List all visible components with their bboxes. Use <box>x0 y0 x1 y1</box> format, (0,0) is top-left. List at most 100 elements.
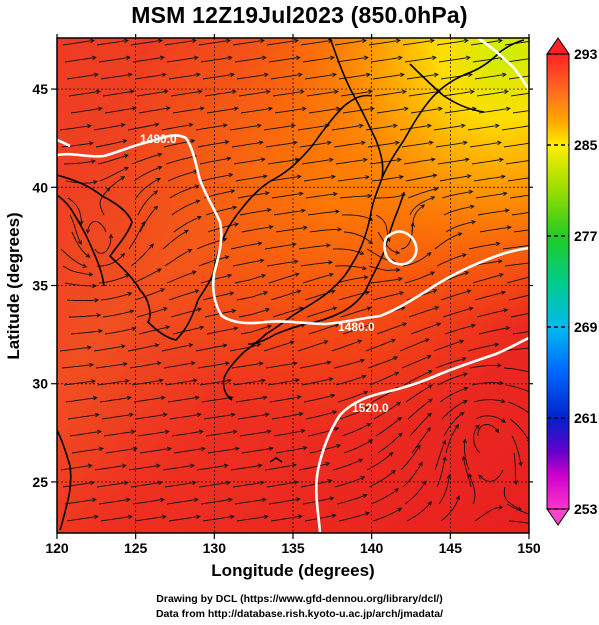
streamline-arrowhead <box>454 423 460 429</box>
streamline-arrowhead <box>191 480 197 486</box>
streamline-arrowhead <box>122 139 128 144</box>
map-title: MSM 12Z19Jul2023 (850.0hPa) <box>131 2 468 28</box>
streamline <box>99 396 131 403</box>
streamline <box>271 192 303 199</box>
streamline <box>67 414 99 420</box>
streamline <box>339 195 372 199</box>
streamline <box>510 92 529 97</box>
streamline <box>237 413 269 420</box>
streamline <box>511 212 529 216</box>
streamline-arrowhead <box>128 412 134 418</box>
streamline <box>407 398 433 420</box>
streamline <box>132 268 162 284</box>
streamline-arrowhead <box>478 474 483 480</box>
contour-label-1480-south: 1480.0 <box>338 320 375 334</box>
streamline-arrowhead <box>297 72 303 78</box>
streamline <box>508 294 529 301</box>
streamline-arrowhead <box>497 363 502 368</box>
streamline <box>161 344 193 352</box>
streamline <box>104 107 136 114</box>
streamline <box>402 462 423 488</box>
contour-label-1520: 1520.0 <box>352 401 389 415</box>
streamline <box>230 242 262 250</box>
streamline-arrowhead <box>188 343 194 348</box>
streamline <box>139 205 158 233</box>
streamline-arrowhead <box>96 429 102 435</box>
streamline <box>336 56 368 63</box>
streamline <box>476 90 508 97</box>
streamline-arrowhead <box>501 418 506 423</box>
streamline-arrowhead <box>332 410 338 415</box>
streamline <box>343 231 373 244</box>
streamline <box>367 141 399 148</box>
streamline <box>467 343 499 352</box>
streamline <box>507 401 529 414</box>
streamline-arrowhead <box>427 412 432 418</box>
streamline <box>100 73 132 80</box>
streamline <box>241 226 273 233</box>
streamline-arrowhead <box>504 208 510 213</box>
streamline <box>411 427 431 454</box>
streamline-arrowhead <box>289 340 295 345</box>
streamline-arrowhead <box>296 174 302 179</box>
streamline <box>273 429 305 437</box>
streamline-arrowhead <box>501 290 507 295</box>
streamline <box>297 340 328 352</box>
streamline-arrowhead <box>261 497 267 502</box>
streamline-arrowhead <box>363 55 369 61</box>
streamline-arrowhead <box>302 445 308 451</box>
streamline-arrowhead <box>93 72 99 78</box>
streamline-arrowhead <box>429 38 435 44</box>
streamline <box>62 481 94 488</box>
streamline <box>370 488 399 505</box>
streamline-arrowhead <box>326 360 332 365</box>
streamline-arrowhead <box>503 308 509 313</box>
streamline-arrowhead <box>259 38 265 44</box>
streamline <box>128 464 160 471</box>
streamline <box>370 56 402 63</box>
streamline <box>300 39 332 46</box>
streamline-arrowhead <box>332 306 338 311</box>
streamline-arrowhead <box>391 338 396 343</box>
streamline <box>94 464 126 471</box>
streamline-arrowhead <box>87 463 93 469</box>
streamline-arrowhead <box>397 276 403 282</box>
streamline <box>439 175 471 182</box>
streamline-arrowhead <box>122 361 128 367</box>
streamline <box>440 290 471 301</box>
streamline <box>303 394 335 403</box>
streamline <box>306 90 338 97</box>
streamline-arrowhead <box>497 259 503 264</box>
streamline-arrowhead <box>358 123 364 129</box>
streamline <box>66 299 99 302</box>
streamline-arrowhead <box>199 106 205 111</box>
streamline-arrowhead <box>396 401 402 407</box>
streamline-arrowhead <box>105 186 111 192</box>
streamline-arrowhead <box>190 138 196 144</box>
streamline <box>408 90 440 97</box>
streamline <box>370 277 403 284</box>
streamline-arrowhead <box>532 391 536 394</box>
streamline-arrowhead <box>232 205 238 210</box>
streamline-arrowhead <box>538 90 542 94</box>
streamline <box>267 379 299 386</box>
streamline-arrowhead <box>462 438 467 444</box>
streamline <box>301 378 333 386</box>
streamline <box>376 107 408 114</box>
streamline-arrowhead <box>535 292 539 296</box>
streamline-arrowhead <box>436 322 442 327</box>
streamline <box>333 141 365 148</box>
streamline <box>201 396 233 403</box>
streamline <box>400 445 421 471</box>
streamline-arrowhead <box>196 215 202 220</box>
streamline-arrowhead <box>471 220 477 225</box>
x-axis-title: Longitude (degrees) <box>211 561 374 580</box>
streamline-arrowhead <box>120 176 126 181</box>
streamline <box>268 273 299 284</box>
streamline-arrowhead <box>367 193 373 199</box>
streamline-arrowhead <box>120 344 126 349</box>
streamline-arrowhead <box>195 72 201 77</box>
streamline <box>239 430 271 437</box>
streamline <box>372 73 404 80</box>
streamline <box>127 344 159 352</box>
